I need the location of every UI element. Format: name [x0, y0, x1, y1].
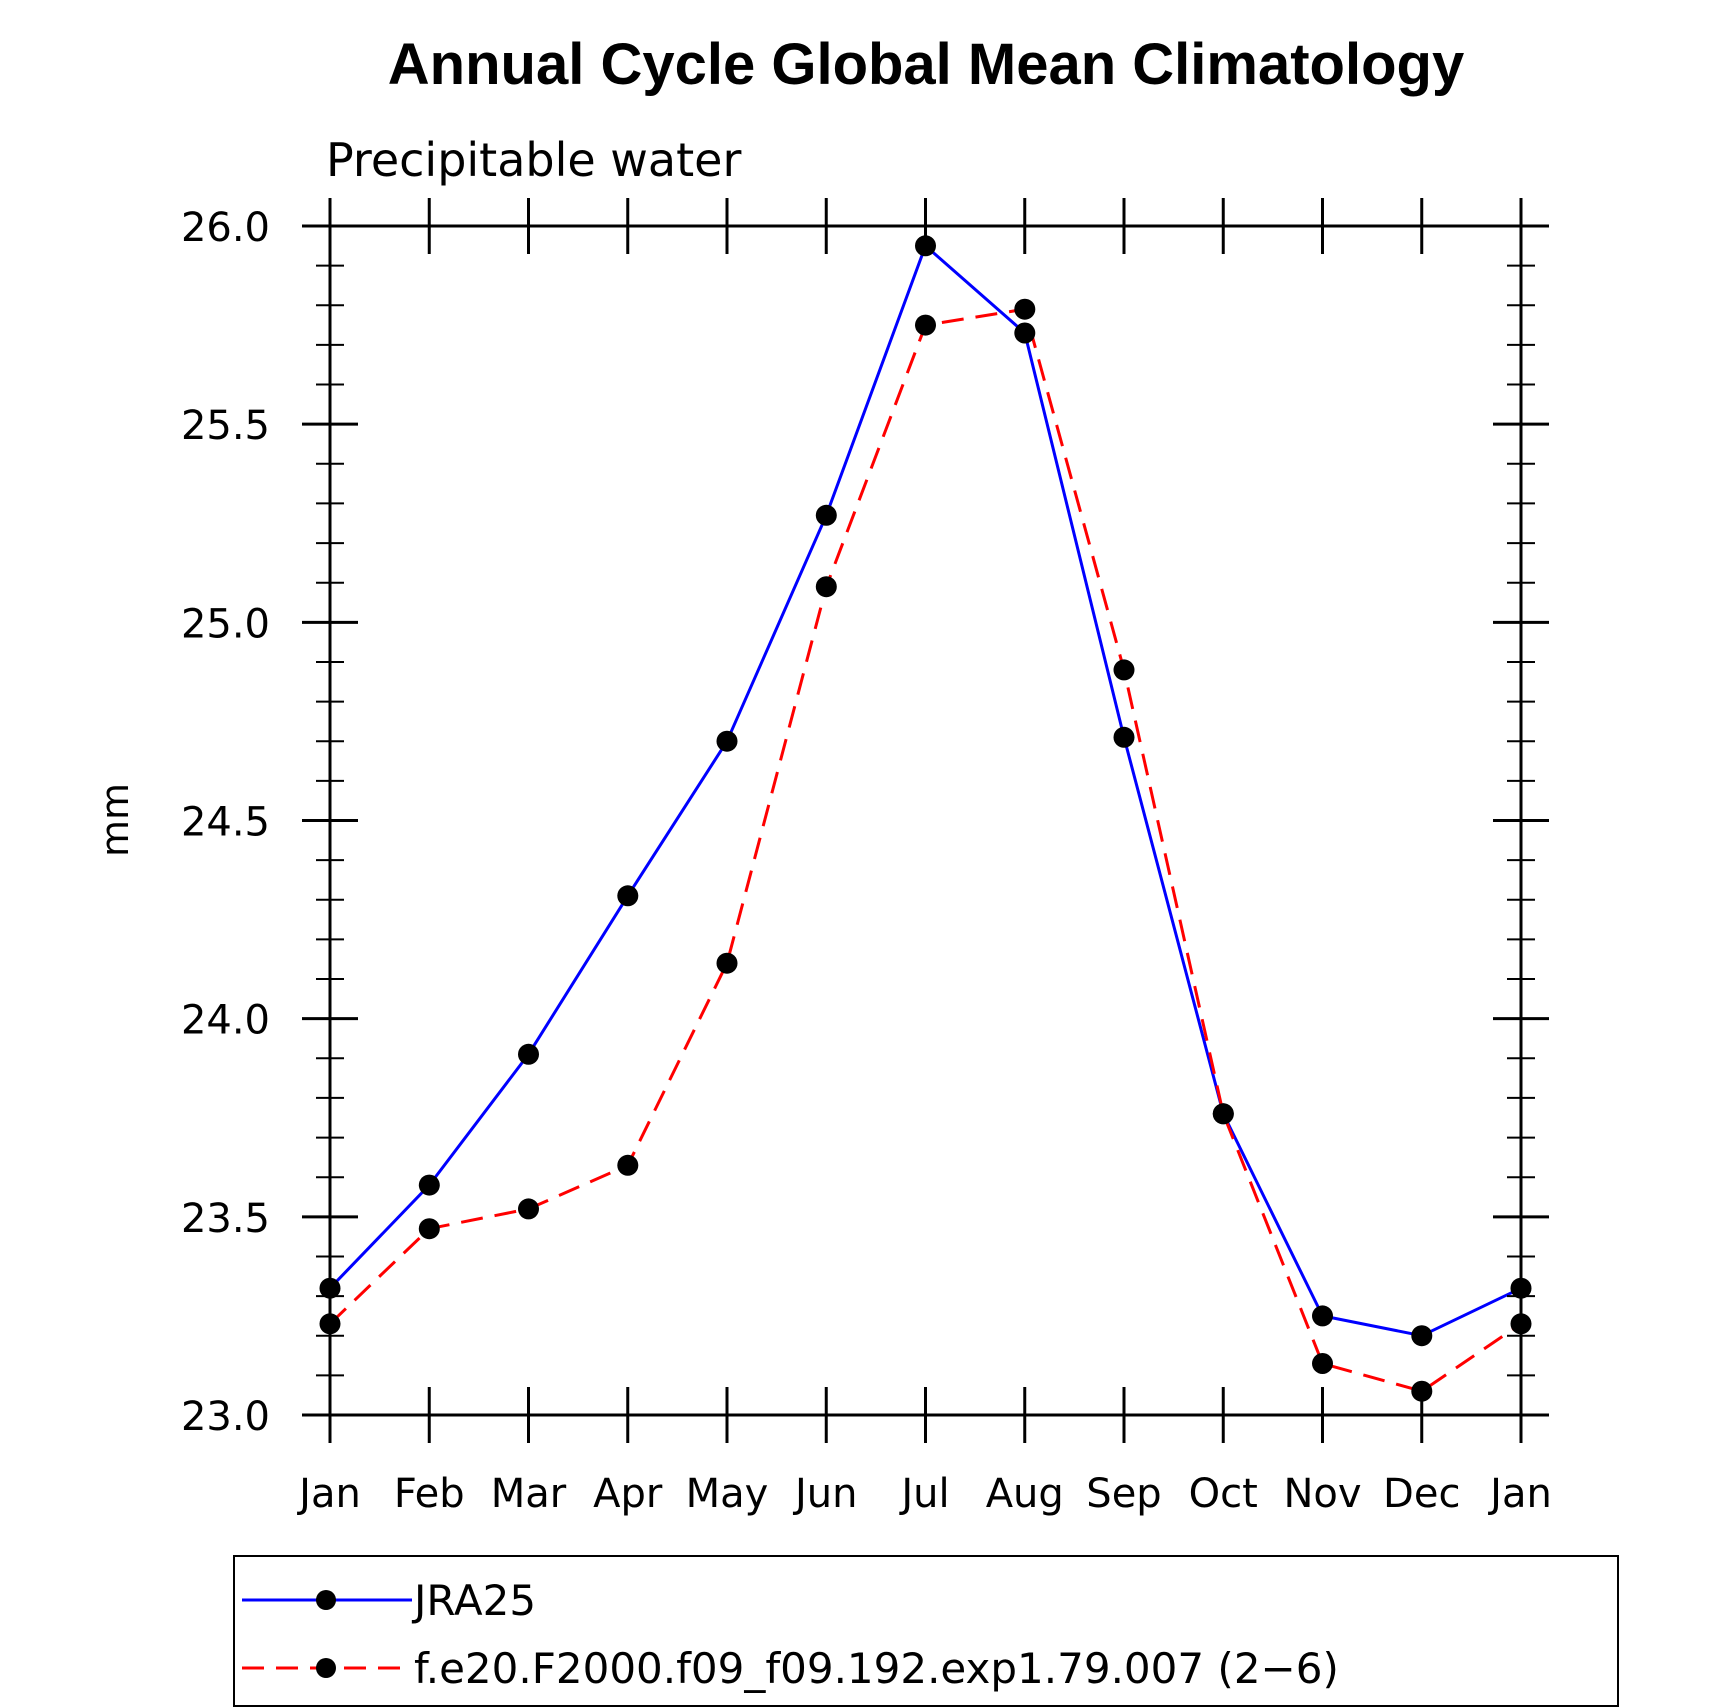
x-tick-label-6: Jul: [898, 1471, 949, 1517]
data-point-s1-2: [518, 1198, 539, 1220]
legend-marker-jra25: [316, 1590, 336, 1610]
legend-box: [233, 1555, 1619, 1707]
y-ticks: 23.0 23.5 24.0 24.5 25.0 25.5 26.0: [181, 205, 1549, 1440]
x-tick-label-7: Aug: [986, 1471, 1064, 1517]
series-line-0: [328, 244, 1522, 1338]
series-layer: [328, 244, 1522, 1393]
data-point-s1-6: [915, 314, 936, 336]
data-point-s1-3: [617, 1154, 639, 1176]
data-point-s0-4: [716, 730, 738, 752]
y-tick-label-1: 23.5: [181, 1196, 270, 1242]
chart-subtitle: Precipitable water: [326, 133, 741, 187]
x-tick-label-9: Oct: [1189, 1471, 1258, 1517]
y-tick-label-3: 24.5: [181, 800, 270, 846]
data-point-s1-4: [716, 952, 738, 974]
series-line-1: [328, 307, 1522, 1393]
y-tick-label-5: 25.5: [181, 403, 270, 449]
x-tick-label-10: Nov: [1283, 1471, 1361, 1517]
x-tick-label-0: Jan: [296, 1471, 361, 1517]
data-point-s0-2: [518, 1043, 539, 1065]
y-tick-label-4: 25.0: [181, 601, 270, 647]
legend-label-experiment: f.e20.F2000.f09_f09.192.exp1.79.007 (2−6…: [414, 1644, 1339, 1693]
x-tick-label-5: Jun: [792, 1471, 858, 1517]
legend-marker-experiment: [316, 1658, 336, 1678]
data-point-s1-7: [1014, 298, 1036, 320]
data-point-s0-11: [1411, 1325, 1433, 1347]
data-point-s1-10: [1312, 1353, 1333, 1374]
chart-title: Annual Cycle Global Mean Climatology: [388, 32, 1464, 97]
x-tick-label-8: Sep: [1086, 1471, 1161, 1517]
data-point-s0-10: [1312, 1305, 1333, 1327]
x-tick-label-1: Feb: [394, 1471, 465, 1517]
x-tick-label-2: Mar: [491, 1471, 567, 1517]
data-point-s0-8: [1113, 726, 1135, 748]
data-point-s1-9: [1212, 1103, 1234, 1125]
data-point-s1-5: [815, 576, 837, 598]
x-tick-label-12: Jan: [1487, 1471, 1552, 1517]
y-tick-label-2: 24.0: [181, 998, 270, 1044]
x-ticks: Jan Feb Mar Apr May Jun Jul Aug Sep Oct Nov Dec Jan: [296, 198, 1552, 1517]
data-point-s0-7: [1014, 322, 1036, 344]
data-point-s0-5: [815, 504, 837, 526]
y-tick-label-0: 23.0: [181, 1394, 270, 1440]
data-point-s1-8: [1113, 659, 1135, 681]
data-point-s0-3: [617, 885, 639, 907]
y-tick-label-6: 26.0: [181, 205, 270, 251]
legend-label-jra25: JRA25: [411, 1576, 536, 1625]
axis-layer: [328, 224, 1523, 1417]
y-axis-label: mm: [93, 783, 137, 857]
legend: JRA25 f.e20.F2000.f09_f09.192.exp1.79.00…: [233, 1555, 1619, 1707]
legend-item-jra25: JRA25: [242, 1576, 536, 1625]
plot-frame: [328, 224, 1523, 1417]
data-point-s0-1: [418, 1174, 440, 1196]
x-tick-label-3: Apr: [593, 1471, 663, 1517]
legend-item-experiment: f.e20.F2000.f09_f09.192.exp1.79.007 (2−6…: [242, 1644, 1339, 1693]
x-tick-label-11: Dec: [1383, 1471, 1460, 1517]
x-tick-label-4: May: [686, 1471, 769, 1517]
marker-layer: [319, 235, 1532, 1402]
data-point-s1-1: [418, 1218, 440, 1240]
